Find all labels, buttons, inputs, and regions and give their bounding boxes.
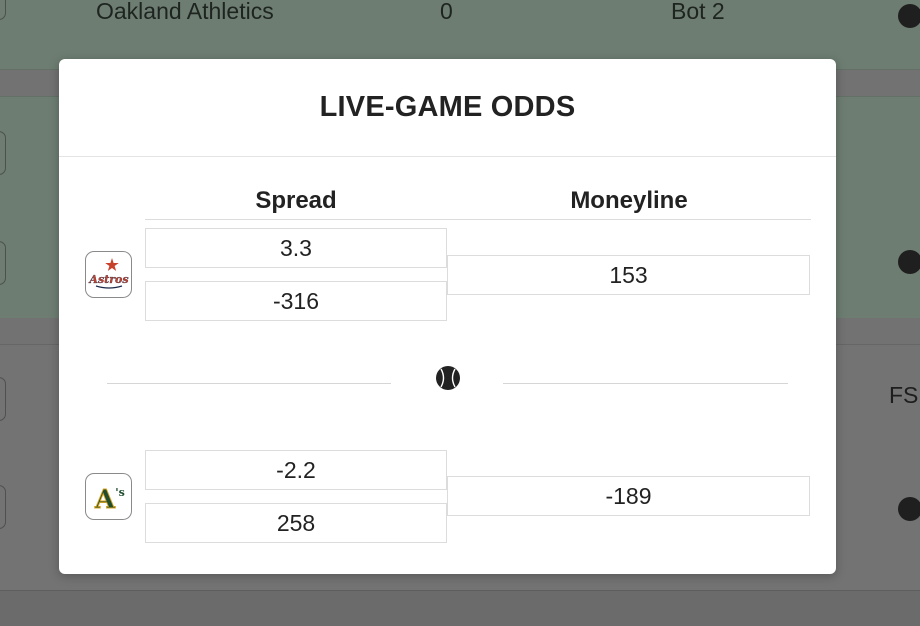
- athletics-moneyline[interactable]: -189: [447, 476, 810, 516]
- modal-header: LIVE-GAME ODDS: [59, 59, 836, 157]
- background-team-name: Oakland Athletics: [96, 0, 274, 24]
- separator-line: [503, 383, 788, 384]
- background-expand-tab: [0, 241, 6, 285]
- background-game-row: Oakland Athletics 0 Bot 2: [0, 0, 920, 70]
- background-expand-tab: [0, 377, 6, 421]
- background-expand-tab: [0, 131, 6, 175]
- astros-spread-line[interactable]: 3.3: [145, 228, 447, 268]
- live-odds-modal: LIVE-GAME ODDS Spread Moneyline Astros 3…: [59, 59, 836, 574]
- spread-column-header: Spread: [255, 187, 337, 214]
- baseball-icon: [898, 497, 920, 521]
- header-divider: [145, 219, 811, 220]
- background-score: 0: [440, 0, 453, 24]
- background-expand-tab: [0, 0, 6, 20]
- background-footer-row: [0, 590, 920, 626]
- astros-spread-odds[interactable]: -316: [145, 281, 447, 321]
- moneyline-column-header: Moneyline: [570, 187, 688, 214]
- astros-logo-icon: Astros: [85, 251, 132, 298]
- svg-text:'s: 's: [115, 486, 125, 499]
- modal-title: LIVE-GAME ODDS: [319, 91, 576, 123]
- athletics-logo-icon: A 's: [85, 473, 132, 520]
- baseball-icon: [898, 250, 920, 274]
- athletics-spread-line[interactable]: -2.2: [145, 450, 447, 490]
- background-expand-tab: [0, 485, 6, 529]
- baseball-icon: [436, 366, 460, 390]
- separator-line: [107, 383, 391, 384]
- astros-moneyline[interactable]: 153: [447, 255, 810, 295]
- background-network-label: FS: [889, 382, 919, 408]
- athletics-spread-odds[interactable]: 258: [145, 503, 447, 543]
- baseball-icon: [898, 4, 920, 28]
- svg-text:A: A: [93, 485, 115, 515]
- svg-text:Astros: Astros: [88, 273, 128, 286]
- background-inning: Bot 2: [671, 0, 725, 24]
